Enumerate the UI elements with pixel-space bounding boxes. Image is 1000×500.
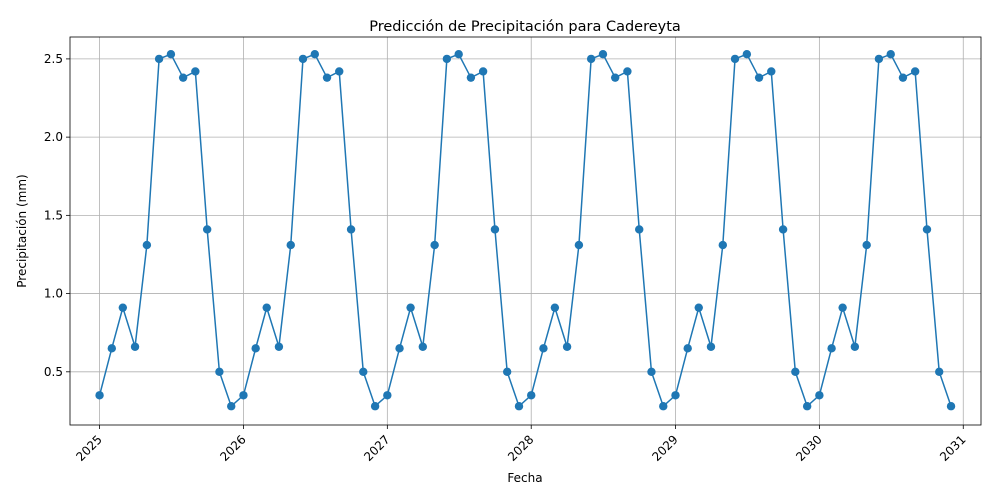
x-tick-label: 2029 (649, 432, 680, 463)
data-point (298, 54, 308, 64)
grid (70, 37, 981, 425)
data-point (574, 240, 584, 250)
data-point (886, 50, 895, 59)
data-point (898, 73, 908, 82)
x-tick-label: 2028 (505, 432, 536, 463)
data-point (706, 342, 716, 351)
y-tick-label: 2.5 (44, 52, 63, 66)
data-point (262, 303, 271, 312)
data-point (454, 50, 463, 59)
x-axis-label: Fecha (507, 471, 542, 485)
data-point (466, 73, 476, 82)
data-point (95, 391, 104, 400)
data-point (778, 225, 788, 234)
data-point (310, 50, 319, 59)
x-axis: 2025 2026 2027 2028 2029 2030 2031 (73, 425, 969, 464)
x-tick-label: 2027 (361, 432, 392, 463)
data-point (359, 367, 368, 377)
data-point (395, 344, 404, 353)
data-point (850, 342, 860, 351)
data-point (718, 240, 727, 250)
data-point (130, 342, 140, 351)
data-point (838, 303, 847, 312)
data-point (694, 303, 703, 312)
data-point (683, 344, 692, 353)
series-line (98, 53, 952, 408)
data-point (935, 367, 944, 377)
data-point (239, 391, 248, 400)
data-point (202, 225, 212, 234)
x-tick-label: 2031 (937, 432, 968, 463)
plot-frame (69, 36, 982, 426)
data-point (754, 73, 764, 82)
data-point (178, 73, 188, 82)
data-point (142, 240, 152, 250)
data-point (767, 67, 776, 76)
data-point (862, 240, 871, 250)
data-point (251, 344, 260, 353)
data-point (539, 344, 548, 353)
data-point (827, 344, 836, 353)
y-tick-label: 0.5 (44, 365, 63, 379)
data-point (107, 344, 116, 353)
data-point (154, 54, 164, 64)
y-tick-label: 2.0 (44, 130, 63, 144)
data-point (274, 342, 284, 351)
data-point (502, 367, 512, 377)
data-point (406, 303, 415, 312)
data-point (659, 402, 668, 411)
x-tick-label: 2026 (217, 432, 248, 463)
data-point (562, 342, 572, 351)
chart-title: Predicción de Precipitación para Caderey… (369, 19, 681, 35)
data-point (647, 367, 656, 377)
data-point (418, 342, 428, 351)
data-point (346, 225, 356, 234)
data-point (335, 67, 344, 76)
data-point (802, 402, 812, 411)
data-point (227, 402, 236, 411)
data-point (730, 54, 740, 64)
data-point (478, 67, 488, 76)
data-point (910, 67, 920, 76)
x-tick-label: 2030 (793, 432, 824, 463)
data-point (166, 50, 176, 59)
data-point (527, 391, 536, 400)
data-point (322, 73, 332, 82)
data-point (946, 402, 956, 411)
data-point (635, 225, 644, 234)
data-point (791, 367, 800, 377)
data-point (383, 391, 392, 400)
data-point (671, 391, 680, 400)
series-layer (95, 50, 956, 411)
x-tick-label: 2025 (73, 432, 104, 463)
data-point (586, 54, 596, 64)
data-point (922, 225, 932, 234)
data-point (286, 240, 295, 250)
data-point (191, 67, 200, 76)
data-point (514, 402, 524, 411)
data-point (742, 50, 752, 59)
y-tick-label: 1.0 (44, 287, 63, 301)
data-point (623, 67, 632, 76)
y-tick-label: 1.5 (44, 208, 63, 222)
data-point (430, 240, 439, 250)
data-point (370, 402, 380, 411)
data-point (874, 54, 884, 64)
data-point (610, 73, 620, 82)
data-point (215, 367, 224, 377)
y-axis-label: Precipitación (mm) (15, 174, 29, 287)
data-point (598, 50, 608, 59)
data-point (550, 303, 560, 312)
data-point (118, 303, 128, 312)
data-point (442, 54, 452, 64)
data-point (490, 225, 500, 234)
y-axis: 0.5 1.0 1.5 2.0 2.5 (44, 52, 70, 379)
data-point (815, 391, 824, 400)
